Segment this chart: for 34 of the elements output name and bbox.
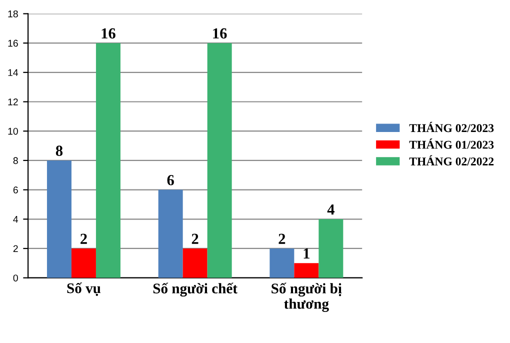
bar <box>270 248 294 278</box>
y-tick-label: 14 <box>8 69 18 76</box>
y-tick-label: 4 <box>13 216 18 223</box>
bar <box>182 248 208 278</box>
y-tick-label: 8 <box>13 157 18 164</box>
x-tick-label: Số người chết <box>153 282 238 297</box>
y-tick-label: 2 <box>13 245 18 252</box>
x-tick-label: Số người bị thương <box>272 282 342 312</box>
data-label: 16 <box>213 28 227 39</box>
data-label: 8 <box>56 146 63 156</box>
bar <box>318 219 344 278</box>
bar <box>96 43 120 278</box>
bar <box>71 248 96 278</box>
legend-label: THÁNG 02/2023 <box>409 122 494 132</box>
bar <box>46 160 72 278</box>
legend-label: THÁNG 01/2023 <box>409 138 494 149</box>
data-label: 2 <box>192 234 198 244</box>
data-label: 6 <box>167 175 174 186</box>
data-label: 4 <box>327 204 334 214</box>
x-tick-label: Số vụ <box>67 282 101 296</box>
bar <box>207 43 232 278</box>
y-tick-label: 0 <box>13 274 18 282</box>
y-tick-label: 16 <box>8 40 18 47</box>
legend-label: THÁNG 02/2022 <box>409 155 494 166</box>
y-tick-label: 10 <box>8 128 18 135</box>
data-label: 2 <box>278 234 286 244</box>
bar <box>294 263 319 278</box>
bar <box>158 190 183 278</box>
data-label: 16 <box>102 28 116 39</box>
data-label: 2 <box>80 234 87 244</box>
data-label: 1 <box>304 248 310 259</box>
y-tick-label: 12 <box>8 98 18 106</box>
y-tick-label: 6 <box>13 186 18 194</box>
y-tick-label: 18 <box>8 10 18 18</box>
